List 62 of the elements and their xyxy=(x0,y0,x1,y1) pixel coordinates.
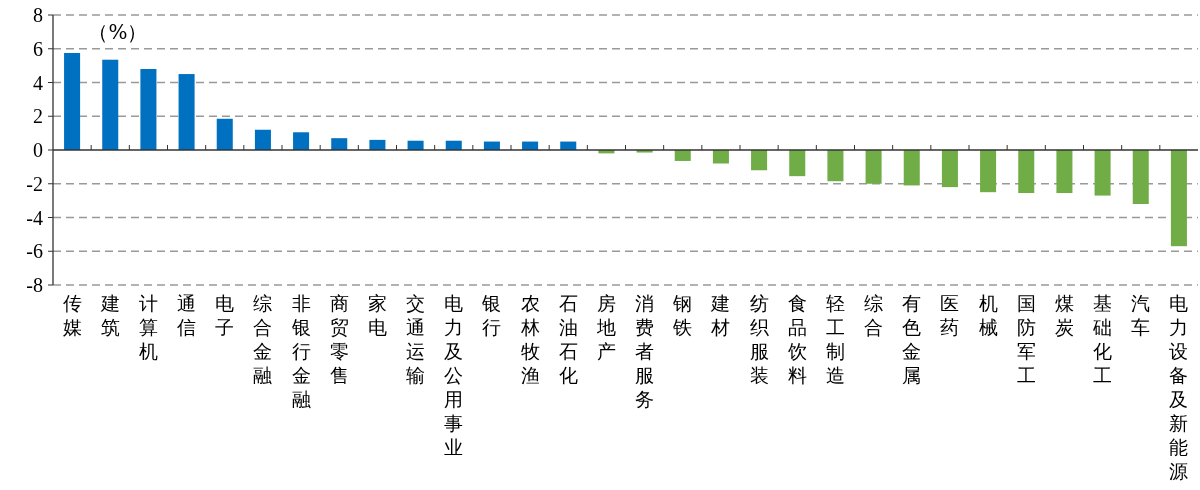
bar xyxy=(865,150,882,184)
x-tick-label: 非银行金融 xyxy=(290,292,311,410)
x-tick-label: 国防军工 xyxy=(1016,292,1036,386)
bar xyxy=(1170,150,1187,247)
x-tick-label: 综合 xyxy=(864,292,884,338)
x-tick-label: 有色金属 xyxy=(902,292,922,386)
x-tick-label: 汽车 xyxy=(1131,292,1151,338)
y-tick-label: -4 xyxy=(26,206,43,229)
bar xyxy=(789,150,806,177)
x-tick-label: 综合金融 xyxy=(253,292,273,386)
x-tick-label: 机械 xyxy=(978,292,998,338)
x-tick-label: 消费者服务 xyxy=(635,292,655,410)
y-tick-label: 0 xyxy=(33,139,43,161)
annotation: （%） xyxy=(88,20,148,44)
x-tick-label: 商贸零售 xyxy=(329,292,349,386)
x-tick-label: 煤炭 xyxy=(1054,292,1074,338)
x-tick-label: 电力及公用事业 xyxy=(444,292,464,458)
x-tick-label: 农林牧渔 xyxy=(519,292,540,386)
bar xyxy=(178,74,195,150)
x-tick-label: 食品饮料 xyxy=(786,292,807,386)
x-tick-label: 银行 xyxy=(481,292,502,338)
x-tick-label: 电力设备及新能源 xyxy=(1169,292,1189,482)
x-tick-label: 家电 xyxy=(367,292,387,338)
y-tick-label: 2 xyxy=(33,105,43,128)
x-tick-label: 通信 xyxy=(177,292,197,338)
x-tick-label: 医药 xyxy=(940,292,960,338)
bar xyxy=(1132,150,1149,204)
x-tick-label: 钢铁 xyxy=(672,292,693,338)
x-tick-label: 轻工制造 xyxy=(825,292,845,386)
x-tick-label: 建筑 xyxy=(99,292,120,338)
bar xyxy=(903,150,920,186)
y-tick-label: 4 xyxy=(33,71,43,94)
bar xyxy=(216,118,233,150)
x-tick-label: 建材 xyxy=(710,292,731,338)
bar xyxy=(1018,150,1035,194)
bar xyxy=(293,132,310,150)
y-tick-label: 8 xyxy=(33,4,43,26)
bar xyxy=(751,150,768,171)
bar xyxy=(102,59,119,150)
bar xyxy=(331,138,348,150)
x-tick-label: 纺织服装 xyxy=(749,292,769,386)
bar xyxy=(1094,150,1111,196)
y-tick-label: 6 xyxy=(33,37,43,60)
bar xyxy=(1056,150,1073,194)
x-tick-label: 基础化工 xyxy=(1092,292,1113,386)
bar xyxy=(712,150,729,164)
x-tick-label: 传媒 xyxy=(62,292,82,338)
y-tick-label: -6 xyxy=(26,240,43,263)
bar xyxy=(980,150,997,193)
y-tick-label: -8 xyxy=(26,274,43,296)
y-tick-label: -2 xyxy=(26,172,43,195)
x-tick-label: 房地产 xyxy=(595,292,616,362)
x-tick-label: 石油石化 xyxy=(558,292,578,386)
x-tick-label: 交通运输 xyxy=(406,292,426,386)
bar xyxy=(254,129,271,150)
bar xyxy=(674,150,691,161)
bar xyxy=(140,69,157,150)
x-tick-label: 电子 xyxy=(215,292,235,338)
x-tick-label: 计算机 xyxy=(138,292,158,362)
bar xyxy=(941,150,958,188)
bar xyxy=(64,52,81,150)
bar xyxy=(827,150,844,182)
